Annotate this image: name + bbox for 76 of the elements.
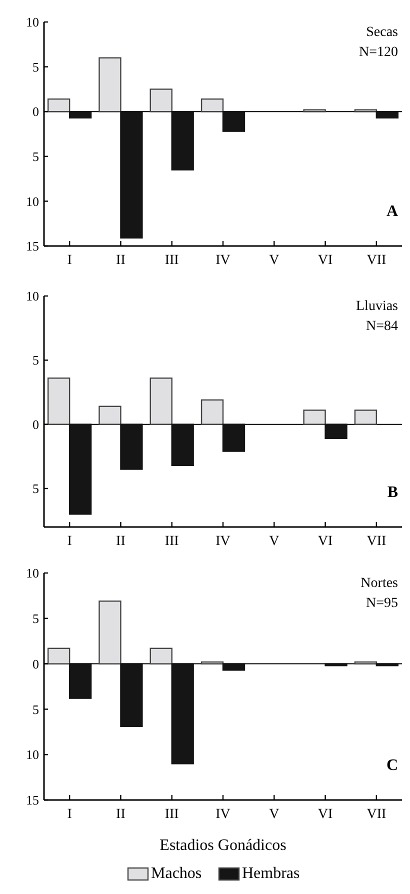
x-tick-label: I <box>67 253 72 268</box>
x-tick-label: III <box>164 534 180 549</box>
annotation: N=84 <box>366 319 398 334</box>
x-tick-label: III <box>164 253 180 268</box>
bar <box>47 378 70 425</box>
annotation: Lluvias <box>356 299 398 314</box>
bar <box>47 648 70 664</box>
x-tick-label: VI <box>318 807 334 822</box>
y-tick-label: 5 <box>32 702 39 717</box>
x-axis-title: Estadios Gonádicos <box>160 837 286 854</box>
x-tick-label: VI <box>318 534 334 549</box>
annotation: C <box>386 757 398 774</box>
annotation: B <box>387 484 398 501</box>
x-tick-label: VII <box>366 253 386 268</box>
y-tick-label: 15 <box>26 792 39 808</box>
y-tick-label: 10 <box>26 194 39 209</box>
x-tick-label: II <box>116 534 126 549</box>
annotation: A <box>386 203 398 220</box>
x-tick-label: VII <box>366 534 386 549</box>
bar <box>47 98 70 112</box>
y-tick-label: 5 <box>32 148 39 164</box>
x-tick-label: II <box>116 807 126 822</box>
x-tick-label: IV <box>216 253 230 268</box>
bar <box>68 424 92 515</box>
x-tick-label: V <box>269 253 280 268</box>
y-tick-label: 10 <box>26 288 39 304</box>
bar <box>68 663 92 699</box>
x-tick-label: II <box>116 253 126 268</box>
x-tick-label: III <box>164 807 180 822</box>
bar <box>200 399 224 425</box>
bar <box>120 663 143 728</box>
bar <box>303 410 326 425</box>
bar <box>150 378 172 425</box>
legend-label: Machos <box>151 865 202 882</box>
annotation: N=95 <box>366 596 398 611</box>
bar <box>150 88 172 112</box>
bar <box>222 111 246 132</box>
bar <box>98 57 122 112</box>
x-tick-label: VII <box>366 807 386 822</box>
y-tick-label: 10 <box>26 566 39 581</box>
bar <box>68 111 92 118</box>
x-tick-label: V <box>269 534 280 549</box>
bar <box>120 424 143 470</box>
bar <box>354 410 378 425</box>
bar <box>98 600 122 664</box>
bar <box>120 111 143 239</box>
bar <box>150 648 172 664</box>
x-tick-label: I <box>67 807 72 822</box>
y-tick-label: 5 <box>32 481 39 496</box>
bar <box>222 424 246 452</box>
y-tick-label: 0 <box>32 416 39 432</box>
y-tick-label: 0 <box>32 656 39 672</box>
y-tick-label: 10 <box>26 747 39 762</box>
x-tick-label: IV <box>216 807 230 822</box>
bar <box>171 111 194 170</box>
x-tick-label: I <box>67 534 72 549</box>
y-tick-label: 5 <box>32 352 39 368</box>
legend-label: Hembras <box>242 865 300 882</box>
bar <box>98 406 122 425</box>
x-tick-label: IV <box>216 534 230 549</box>
bar <box>171 424 194 466</box>
bar <box>324 424 348 440</box>
annotation: Secas <box>366 25 398 40</box>
annotation: Nortes <box>360 576 398 591</box>
y-tick-label: 10 <box>26 14 39 30</box>
bar <box>200 98 224 112</box>
bar <box>376 111 399 118</box>
y-tick-label: 5 <box>32 59 39 74</box>
x-tick-label: V <box>269 807 280 822</box>
x-tick-label: VI <box>318 253 334 268</box>
annotation: N=120 <box>358 45 398 60</box>
bar <box>222 663 246 671</box>
y-tick-label: 0 <box>32 104 39 120</box>
y-tick-label: 5 <box>32 610 39 626</box>
bar <box>171 663 194 764</box>
y-tick-label: 15 <box>26 238 39 254</box>
